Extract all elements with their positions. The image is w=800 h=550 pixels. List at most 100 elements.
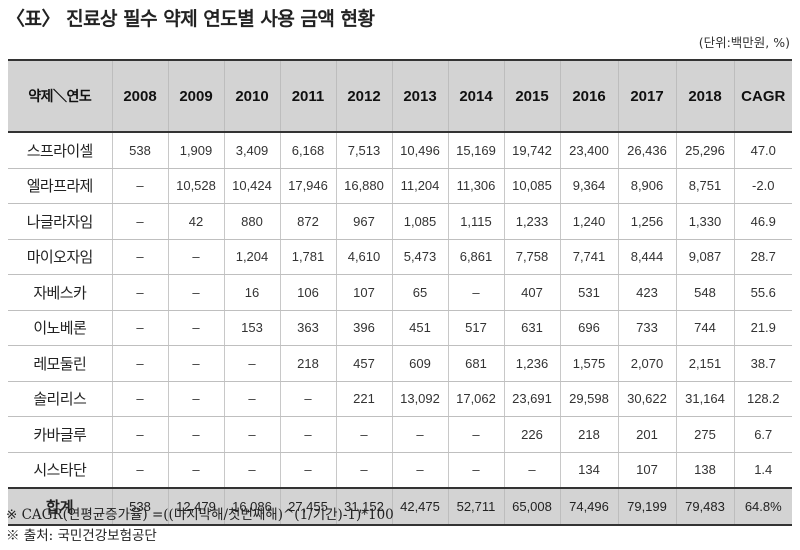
value-cell: – — [167, 452, 224, 488]
total-value-cell: 538 — [111, 487, 168, 526]
value-cell: – — [335, 452, 392, 488]
source-note: ※ 출처: 국민건강보험공단 — [6, 528, 157, 544]
table-row: 엘라프라제 –10,528 10,424 17,946 16,880 11,204 11,3… — [8, 168, 792, 204]
value-cell: 681 — [447, 345, 504, 382]
value-cell: 457 — [335, 345, 392, 382]
table-row: 시스타단 – – – – – – – –134 107 138 1.4 — [8, 452, 792, 488]
value-cell: 1,233 — [503, 203, 560, 240]
value-cell: – — [111, 452, 168, 488]
value-cell: 201 — [617, 416, 676, 453]
footnotes: ※ CAGR(연평균증가율) =((마지막해/첫번째해)^(1/기간)-1)*1… — [6, 505, 394, 547]
value-cell: 548 — [675, 274, 734, 311]
value-cell: 275 — [675, 416, 734, 453]
value-cell: – — [503, 452, 560, 488]
value-cell: – — [167, 345, 224, 382]
value-cell: 17,062 — [447, 381, 504, 417]
value-cell: 2,151 — [675, 345, 734, 382]
value-cell: – — [391, 452, 448, 488]
value-cell: 7,758 — [503, 239, 560, 275]
value-cell: 42 — [167, 203, 224, 240]
value-cell: 451 — [391, 310, 448, 346]
value-cell: 15,169 — [447, 132, 504, 169]
value-cell: 1,781 — [279, 239, 336, 275]
table-header: 약제＼연도 2008 2009 2010 2011 2012 2013 2014 2015 201… — [8, 59, 792, 133]
value-cell: 967 — [335, 203, 392, 240]
header-cell: 2011 — [279, 59, 336, 133]
value-cell: 25,296 — [675, 132, 734, 169]
total-value-cell: 42,475 — [391, 487, 448, 526]
value-cell: 106 — [279, 274, 336, 311]
total-label-cell: 합계 — [8, 487, 112, 526]
header-cell: 2009 — [167, 59, 224, 133]
value-cell: 11,204 — [391, 168, 448, 204]
value-cell: 631 — [503, 310, 560, 346]
value-cell: 10,085 — [503, 168, 560, 204]
total-value-cell: 74,496 — [559, 487, 618, 526]
value-cell: 8,751 — [675, 168, 734, 204]
total-value-cell: 79,483 — [675, 487, 734, 526]
cagr-cell: 1.4 — [733, 452, 792, 488]
value-cell: 1,256 — [617, 203, 676, 240]
drug-name-cell: 이노베론 — [8, 310, 112, 346]
drug-name-cell: 레모둘린 — [8, 345, 112, 382]
table-body: 스프라이셀 538 1,909 3,409 6,168 7,513 10,496 15,169… — [8, 132, 792, 488]
value-cell: 10,496 — [391, 132, 448, 169]
value-cell: 1,085 — [391, 203, 448, 240]
value-cell: – — [167, 416, 224, 453]
header-row: 약제＼연도 2008 2009 2010 2011 2012 2013 2014 2015 201… — [8, 59, 792, 133]
value-cell: – — [223, 381, 280, 417]
drug-name-cell: 카바글루 — [8, 416, 112, 453]
header-cell: 2016 — [559, 59, 618, 133]
value-cell: – — [391, 416, 448, 453]
value-cell: 31,164 — [675, 381, 734, 417]
value-cell: 7,513 — [335, 132, 392, 169]
value-cell: 16 — [223, 274, 280, 311]
drug-name-cell: 엘라프라제 — [8, 168, 112, 204]
value-cell: 872 — [279, 203, 336, 240]
header-cell: 2010 — [223, 59, 280, 133]
header-cell: CAGR — [733, 59, 792, 133]
drug-name-cell: 나글라자임 — [8, 203, 112, 240]
value-cell: – — [279, 416, 336, 453]
value-cell: 107 — [617, 452, 676, 488]
drug-name-cell: 시스타단 — [33, 461, 87, 480]
total-value-cell: 31,152 — [335, 487, 392, 526]
value-cell: 696 — [559, 310, 618, 346]
header-cell: 2015 — [503, 59, 560, 133]
table-row: 솔리리스 – – – –221 13,092 17,062 23,691 29,598 30,62… — [8, 381, 792, 417]
total-value-cell: 79,199 — [617, 487, 676, 526]
value-cell: 4,610 — [335, 239, 392, 275]
value-cell: – — [111, 416, 168, 453]
value-cell: – — [279, 381, 336, 417]
value-cell: – — [447, 452, 504, 488]
value-cell: 733 — [617, 310, 676, 346]
value-cell: 226 — [503, 416, 560, 453]
value-cell: 1,204 — [223, 239, 280, 275]
value-cell: – — [167, 274, 224, 311]
value-cell: – — [447, 416, 504, 453]
value-cell: 1,575 — [559, 345, 618, 382]
header-cell: 2017 — [617, 59, 676, 133]
value-cell: – — [111, 168, 168, 204]
value-cell: 5,473 — [391, 239, 448, 275]
table-row: 이노베론 – –153 363 396 451 517 631 696 733 744 21.9 — [8, 310, 792, 346]
total-value-cell: 65,008 — [503, 487, 560, 526]
value-cell: – — [111, 381, 168, 417]
drug-name-cell: 마이오자임 — [8, 239, 112, 275]
value-cell: 396 — [335, 310, 392, 346]
value-cell: 19,742 — [503, 132, 560, 169]
cagr-cell: -2.0 — [733, 168, 792, 204]
value-cell: – — [111, 274, 168, 311]
total-value-cell: 12,479 — [167, 487, 224, 526]
value-cell: 218 — [279, 345, 336, 382]
value-cell: – — [223, 416, 280, 453]
header-cell: 2014 — [447, 59, 504, 133]
value-cell: – — [111, 345, 168, 382]
cagr-cell: 46.9 — [733, 203, 792, 240]
value-cell: 30,622 — [617, 381, 676, 417]
table-title: 〈표〉 진료상 필수 약제 연도별 사용 금액 현황 — [6, 8, 375, 30]
total-value-cell: 16,086 — [223, 487, 280, 526]
value-cell: 1,240 — [559, 203, 618, 240]
value-cell: 13,092 — [391, 381, 448, 417]
header-drug-year: 약제＼연도 — [8, 59, 112, 133]
